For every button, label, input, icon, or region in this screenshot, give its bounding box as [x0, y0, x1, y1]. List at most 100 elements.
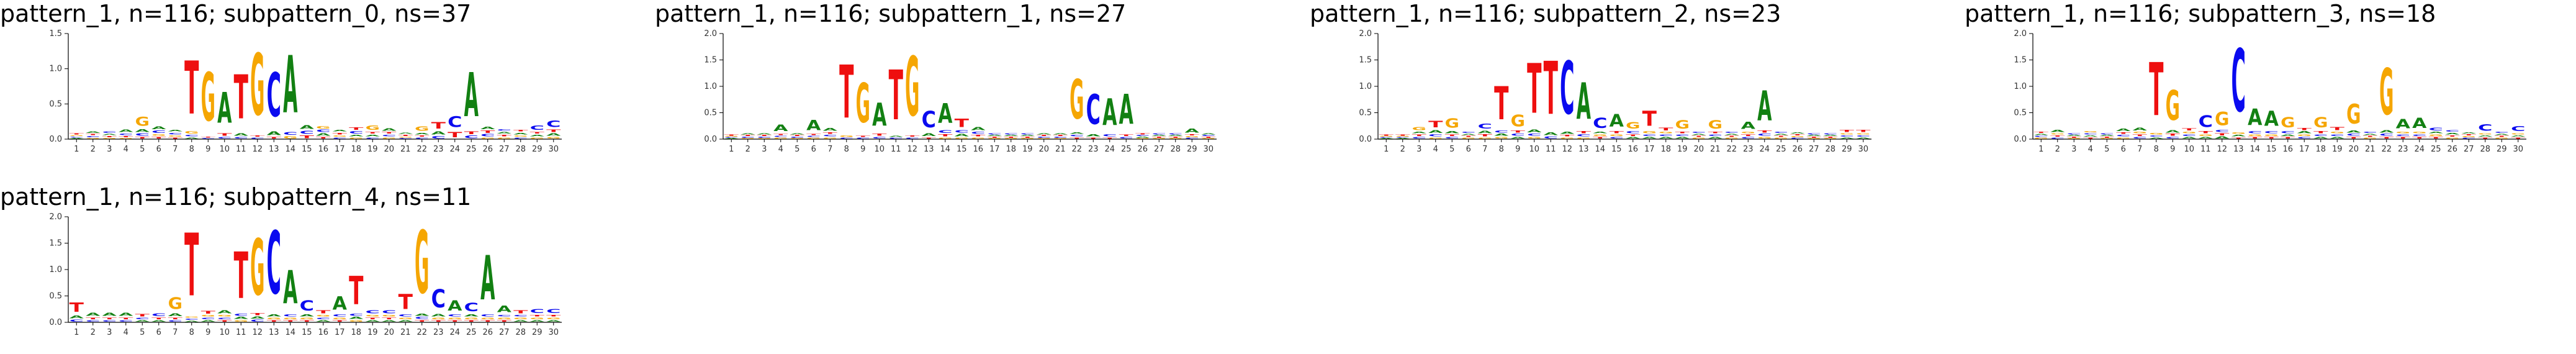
logo-panel-1: pattern_1, n=116; subpattern_1, ns=27 0.…: [655, 0, 1276, 161]
base-C-mark: C: [1379, 137, 1394, 138]
base-C-mark: C: [2133, 137, 2147, 139]
base-C-mark: C: [955, 130, 969, 134]
base-G-mark: G: [938, 137, 952, 139]
base-C-mark: C: [1724, 131, 1739, 133]
base-C-mark: C: [431, 284, 446, 314]
y-tick-label: 0.0: [49, 135, 62, 144]
base-T-mark: T: [856, 135, 871, 137]
base-T-mark: T: [1659, 127, 1673, 131]
base-A-mark: A: [1823, 135, 1838, 137]
base-A-mark: A: [497, 132, 512, 135]
base-G-mark: G: [1790, 136, 1804, 138]
x-tick-label: 10: [2184, 145, 2194, 154]
x-tick-label: 13: [269, 145, 279, 154]
base-G-mark: G: [1201, 138, 1215, 139]
logo-chart: 0.00.51.01.52.01 2 3 4 5 6 7 8 9 10 11 12 13 14 15 16 17…: [2014, 29, 2526, 154]
y-tick-label: 0.5: [49, 99, 62, 109]
x-tick-label: 27: [499, 328, 510, 337]
base-G-mark: G: [2100, 138, 2114, 139]
x-tick-label: 19: [1677, 145, 1688, 154]
base-T-mark: T: [1135, 133, 1150, 135]
base-A-mark: A: [1610, 111, 1624, 131]
x-tick-label: 8: [189, 328, 194, 337]
base-T-mark: T: [2429, 137, 2444, 139]
y-tick-label: 1.0: [2014, 82, 2027, 91]
base-G-mark: G: [1185, 136, 1199, 138]
base-A-mark: A: [119, 312, 133, 317]
base-G-mark: G: [1020, 138, 1035, 139]
base-C-mark: C: [119, 133, 133, 135]
base-G-mark: G: [1053, 138, 1068, 139]
base-T-mark: T: [250, 135, 265, 137]
base-A-mark: A: [1445, 131, 1460, 134]
base-G-mark: G: [1445, 116, 1459, 131]
base-C-mark: C: [1445, 137, 1459, 139]
base-A-mark: A: [938, 98, 952, 129]
base-T-mark: T: [889, 57, 903, 136]
base-T-mark: T: [1577, 130, 1592, 134]
base-A-mark: A: [1659, 137, 1673, 139]
base-C-mark: C: [497, 314, 511, 317]
x-tick-label: 28: [1825, 145, 1835, 154]
base-C-mark: C: [366, 137, 380, 139]
base-A-mark: A: [415, 132, 430, 135]
base-G-mark: G: [267, 317, 281, 319]
x-tick-label: 23: [433, 328, 444, 337]
base-C-mark: C: [1544, 136, 1558, 139]
base-C-mark: C: [448, 314, 462, 317]
base-T-mark: T: [201, 136, 216, 137]
base-G-mark: G: [1659, 131, 1673, 134]
base-A-mark: A: [366, 320, 381, 322]
x-tick-label: 18: [1006, 145, 1016, 154]
base-A-mark: A: [1593, 131, 1608, 134]
base-G-mark: G: [1511, 112, 1525, 130]
base-G-mark: G: [283, 317, 297, 319]
base-C-mark: C: [1708, 134, 1723, 137]
base-A-mark: A: [773, 123, 788, 134]
base-C-mark: C: [2116, 134, 2130, 137]
base-C-mark: C: [1774, 131, 1788, 133]
x-tick-label: 10: [219, 145, 230, 154]
x-tick-label: 4: [778, 145, 783, 154]
base-T-mark: T: [1053, 135, 1068, 137]
base-C-mark: C: [217, 317, 232, 320]
base-G-mark: G: [741, 138, 755, 139]
base-A-mark: A: [1053, 133, 1068, 135]
base-G-mark: G: [250, 37, 264, 135]
x-tick-label: 3: [107, 328, 112, 337]
base-T-mark: T: [530, 314, 545, 317]
base-G-mark: G: [1577, 137, 1591, 139]
base-A-mark: A: [168, 129, 183, 132]
x-tick-label: 30: [1858, 145, 1868, 154]
base-T-mark: T: [2264, 137, 2279, 139]
base-T-mark: T: [86, 134, 101, 135]
base-A-mark: A: [1395, 138, 1410, 139]
logo-chart: 0.00.51.01.51 2 3 4 5 6 7 8 9 10 11 12 13 14 15 16 17 18 1…: [49, 29, 562, 154]
base-T-mark: T: [283, 320, 298, 322]
base-C-mark: C: [1691, 131, 1706, 133]
base-C-mark: C: [283, 314, 297, 317]
base-C-mark: C: [1856, 135, 1870, 137]
base-A-mark: A: [1807, 135, 1822, 137]
base-T-mark: T: [1102, 137, 1117, 139]
x-tick-label: 2: [91, 145, 96, 154]
base-C-mark: C: [119, 320, 133, 322]
x-tick-label: 3: [2071, 145, 2076, 154]
base-G-mark: G: [168, 295, 182, 313]
x-tick-label: 12: [252, 145, 263, 154]
base-G-mark: G: [2182, 131, 2196, 134]
base-A-mark: A: [86, 312, 100, 317]
base-T-mark: T: [757, 135, 772, 137]
x-tick-label: 28: [1170, 145, 1181, 154]
base-G-mark: G: [757, 138, 772, 139]
base-C-mark: C: [2067, 134, 2081, 135]
base-T-mark: T: [1560, 134, 1575, 137]
base-C-mark: C: [333, 137, 347, 139]
base-T-mark: T: [349, 127, 364, 131]
base-G-mark: G: [1856, 133, 1870, 135]
base-G-mark: G: [1527, 137, 1541, 139]
base-C-mark: C: [889, 138, 903, 140]
x-tick-label: 17: [335, 328, 345, 337]
base-C-mark: C: [1135, 135, 1150, 137]
base-A-mark: A: [1412, 131, 1427, 134]
